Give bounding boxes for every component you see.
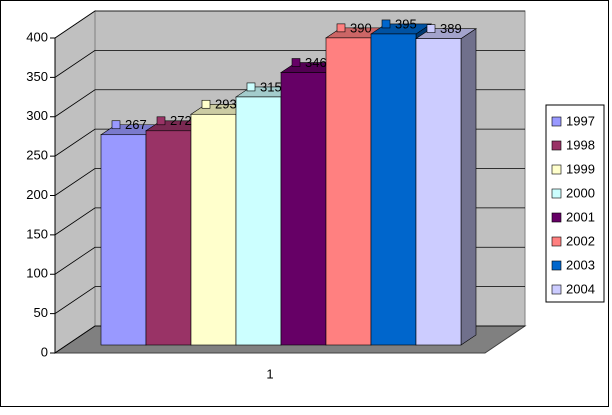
data-label: 346 bbox=[305, 55, 327, 70]
y-tick-label: 50 bbox=[34, 305, 48, 320]
bar bbox=[370, 33, 417, 346]
data-label: 395 bbox=[395, 16, 417, 31]
bar bbox=[100, 134, 147, 346]
x-tick-label: 1 bbox=[266, 366, 273, 381]
label-marker bbox=[156, 116, 166, 126]
legend-swatch bbox=[551, 260, 562, 271]
bar bbox=[190, 113, 237, 346]
legend-label: 1999 bbox=[566, 161, 595, 176]
y-tick-label: 150 bbox=[26, 226, 48, 241]
legend-label: 1997 bbox=[566, 113, 595, 128]
data-label: 272 bbox=[170, 113, 192, 128]
label-marker bbox=[426, 24, 436, 33]
data-label: 315 bbox=[260, 79, 282, 94]
y-tick-label: 200 bbox=[26, 187, 48, 202]
label-marker bbox=[291, 58, 301, 67]
legend-swatch bbox=[551, 212, 562, 223]
y-tick-label: 250 bbox=[26, 148, 48, 163]
grid-line bbox=[54, 10, 525, 39]
legend-swatch bbox=[551, 164, 562, 175]
y-tick-label: 300 bbox=[26, 108, 48, 123]
legend-swatch bbox=[551, 140, 562, 151]
data-label: 293 bbox=[215, 97, 237, 112]
label-marker bbox=[246, 82, 256, 92]
legend-label: 2002 bbox=[566, 233, 595, 248]
data-label: 389 bbox=[440, 21, 462, 36]
bar bbox=[415, 38, 462, 346]
label-marker bbox=[381, 19, 391, 29]
legend-label: 2003 bbox=[566, 257, 595, 272]
y-tick-label: 100 bbox=[26, 266, 48, 281]
y-tick-label: 400 bbox=[26, 29, 48, 44]
data-label: 267 bbox=[125, 117, 147, 132]
legend-label: 2004 bbox=[566, 281, 595, 296]
data-label: 390 bbox=[350, 20, 372, 35]
bar bbox=[235, 96, 282, 346]
bar bbox=[325, 37, 372, 346]
legend-swatch bbox=[551, 116, 562, 127]
legend-box bbox=[545, 104, 605, 303]
label-marker bbox=[336, 23, 346, 33]
bar bbox=[280, 72, 327, 346]
legend-label: 1998 bbox=[566, 137, 595, 152]
label-marker bbox=[111, 120, 121, 130]
legend-label: 2001 bbox=[566, 209, 595, 224]
y-tick-label: 350 bbox=[26, 69, 48, 84]
legend-swatch bbox=[551, 284, 562, 295]
y-tick-label: 0 bbox=[41, 344, 48, 359]
legend-swatch bbox=[551, 188, 562, 199]
legend-label: 2000 bbox=[566, 185, 595, 200]
bar bbox=[145, 130, 192, 346]
bar-side bbox=[460, 28, 477, 346]
label-marker bbox=[201, 99, 211, 109]
legend-swatch bbox=[551, 236, 562, 247]
